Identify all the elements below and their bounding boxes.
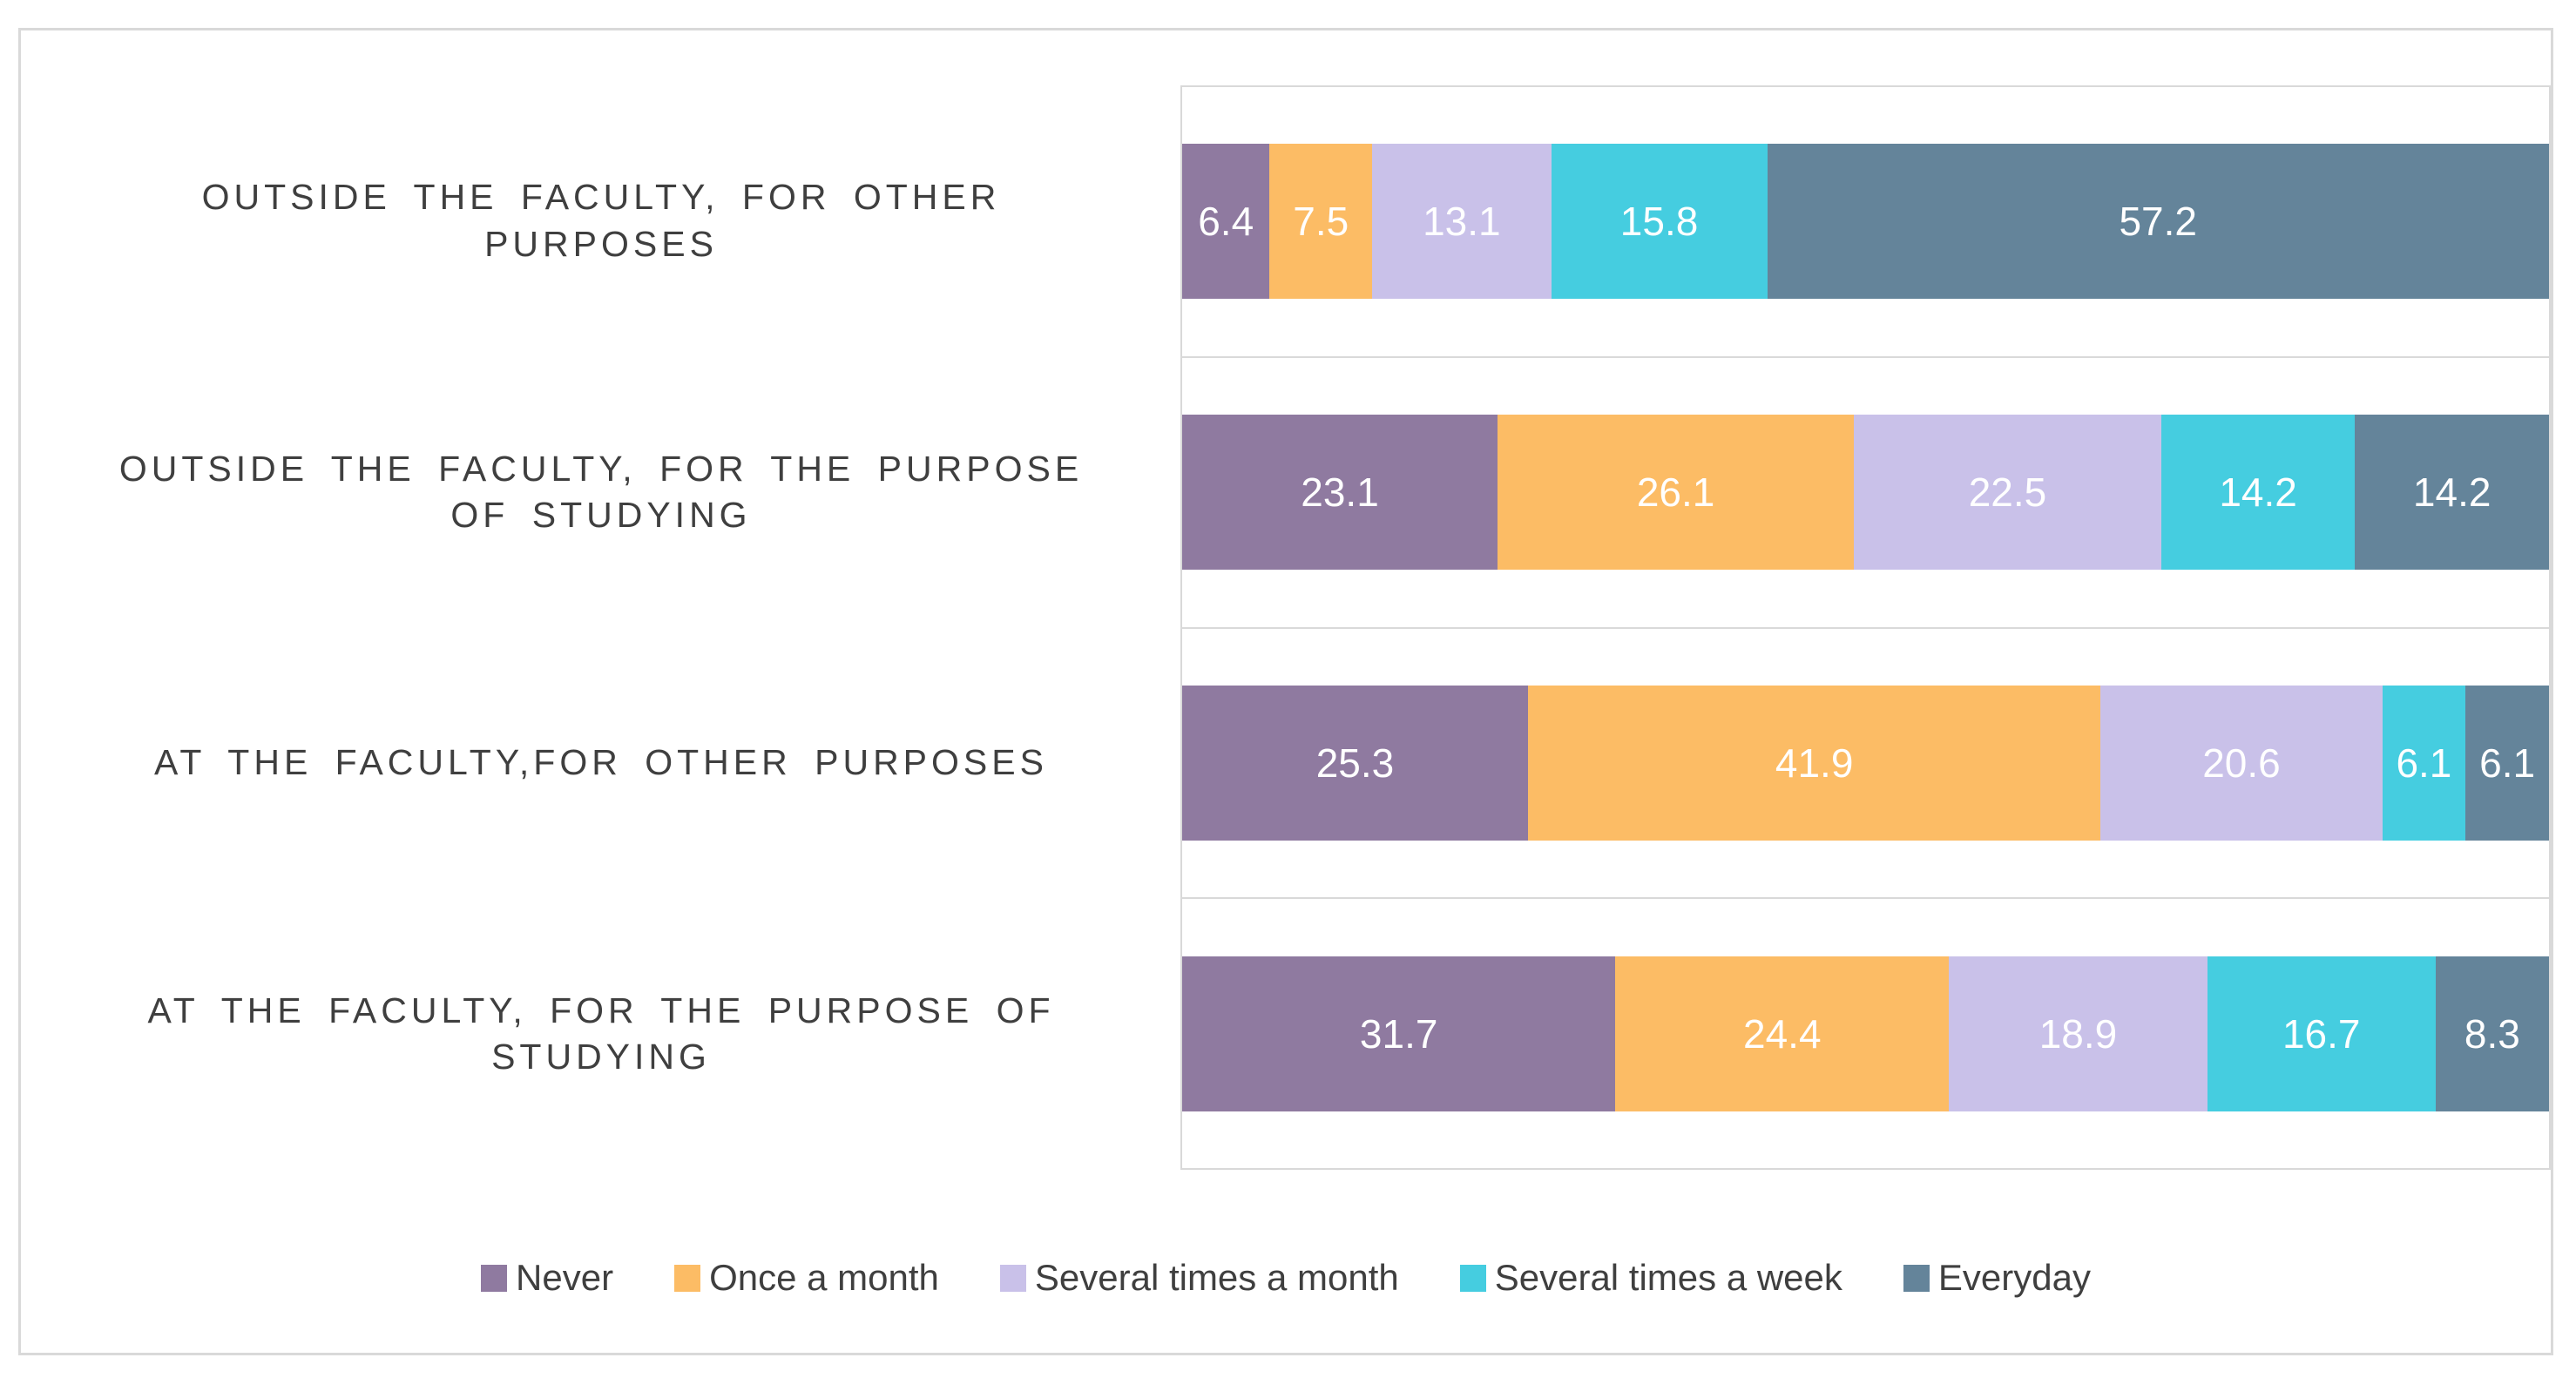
bar-value-label: 25.3 (1315, 740, 1395, 786)
bar-segment-several-times-a-month: 18.9 (1949, 956, 2208, 1111)
legend: Never Once a month Several times a month Se… (18, 1251, 2553, 1305)
legend-marker-icon (1459, 1264, 1486, 1292)
category-row: 23.1 26.1 22.5 14.2 14.2 (1182, 358, 2549, 629)
legend-label: Once a month (709, 1257, 939, 1298)
bar-value-label: 23.1 (1301, 469, 1379, 516)
legend-marker-icon (1903, 1264, 1930, 1292)
legend-label: Several times a month (1034, 1257, 1399, 1298)
category-row: 31.7 24.4 18.9 16.7 8.3 (1182, 899, 2549, 1168)
legend-label: Never (516, 1257, 614, 1298)
bar-value-label: 16.7 (2282, 1010, 2361, 1057)
legend-marker-icon (999, 1264, 1026, 1292)
bar-value-label: 31.7 (1359, 1010, 1438, 1057)
bar-value-label: 8.3 (2464, 1010, 2520, 1057)
bar-value-label: 20.6 (2202, 740, 2281, 786)
bar-segment-never: 6.4 (1182, 144, 1270, 300)
stacked-bar: 23.1 26.1 22.5 14.2 14.2 (1182, 415, 2549, 571)
bar-segment-never: 25.3 (1182, 685, 1528, 841)
category-axis-label: AT THE FACULTY,FOR OTHER PURPOSES (154, 742, 1048, 783)
bar-value-label: 18.9 (2038, 1010, 2118, 1057)
legend-marker-icon (674, 1264, 701, 1292)
bar-segment-everyday: 6.1 (2465, 685, 2549, 841)
bar-segment-several-times-a-week: 6.1 (2382, 685, 2466, 841)
legend-label: Several times a week (1494, 1257, 1842, 1298)
bar-value-label: 6.1 (2396, 740, 2452, 786)
bar-value-label: 41.9 (1775, 740, 1854, 786)
bar-value-label: 22.5 (1968, 469, 2047, 516)
bar-value-label: 15.8 (1619, 199, 1699, 245)
bar-segment-several-times-a-week: 15.8 (1551, 144, 1768, 300)
bar-value-label: 7.5 (1293, 199, 1349, 245)
category-axis-labels: OUTSIDE THE FACULTY, FOR OTHER PURPOSES O… (44, 85, 1159, 1170)
bar-segment-everyday: 57.2 (1767, 144, 2549, 300)
bar-value-label: 13.1 (1423, 199, 1501, 245)
bar-segment-once-a-month: 26.1 (1498, 415, 1855, 571)
legend-label: Everyday (1937, 1257, 2091, 1298)
bar-segment-once-a-month: 7.5 (1269, 144, 1373, 300)
bar-segment-once-a-month: 24.4 (1615, 956, 1950, 1111)
bar-value-label: 14.2 (2219, 469, 2297, 516)
bar-value-label: 26.1 (1636, 469, 1715, 516)
bar-segment-everyday: 8.3 (2435, 956, 2549, 1111)
stacked-bar: 31.7 24.4 18.9 16.7 8.3 (1182, 956, 2549, 1111)
bar-segment-several-times-a-week: 16.7 (2207, 956, 2436, 1111)
legend-item-once-a-month: Once a month (674, 1260, 939, 1296)
bar-segment-once-a-month: 41.9 (1527, 685, 2101, 841)
category-row: 25.3 41.9 20.6 6.1 6.1 (1182, 629, 2549, 900)
legend-item-several-times-a-month: Several times a month (999, 1257, 1399, 1298)
bar-value-label: 6.4 (1198, 199, 1254, 245)
category-axis-label: OUTSIDE THE FACULTY, FOR OTHER PURPOSES (201, 177, 1001, 264)
bar-segment-several-times-a-week: 14.2 (2160, 415, 2356, 571)
bar-value-label: 57.2 (2119, 199, 2197, 245)
plot-area: 6.4 7.5 13.1 15.8 57.2 23.1 26.1 22.5 14.2 14.2 25… (1180, 85, 2551, 1170)
stacked-bar: 25.3 41.9 20.6 6.1 6.1 (1182, 685, 2549, 841)
bar-segment-never: 23.1 (1182, 415, 1498, 571)
legend-marker-icon (481, 1264, 508, 1292)
bar-segment-several-times-a-month: 22.5 (1854, 415, 2161, 571)
category-axis-label: AT THE FACULTY, FOR THE PURPOSE OF STUDY… (147, 990, 1055, 1077)
stacked-bar: 6.4 7.5 13.1 15.8 57.2 (1182, 144, 2549, 300)
category-axis-label: OUTSIDE THE FACULTY, FOR THE PURPOSE OF … (118, 448, 1084, 535)
legend-item-everyday: Everyday (1903, 1260, 2091, 1296)
bar-segment-everyday: 14.2 (2355, 415, 2549, 571)
bar-segment-several-times-a-month: 13.1 (1372, 144, 1552, 300)
bar-value-label: 14.2 (2412, 469, 2491, 516)
bar-value-label: 6.1 (2479, 740, 2536, 786)
bar-segment-never: 31.7 (1182, 956, 1616, 1111)
legend-item-never: Never (481, 1260, 613, 1296)
bar-value-label: 24.4 (1743, 1010, 1822, 1057)
bar-segment-several-times-a-month: 20.6 (2100, 685, 2383, 841)
category-row: 6.4 7.5 13.1 15.8 57.2 (1182, 87, 2549, 358)
legend-item-several-times-a-week: Several times a week (1459, 1257, 1842, 1298)
